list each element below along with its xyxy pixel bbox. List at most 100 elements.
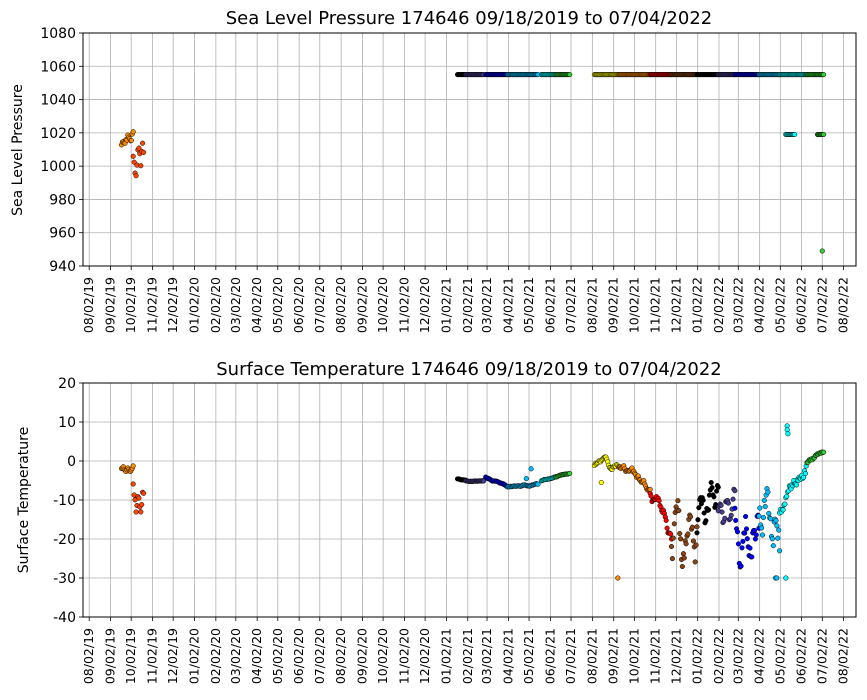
data-point (141, 149, 147, 155)
data-point (780, 507, 786, 513)
data-point (694, 530, 700, 536)
data-point (743, 513, 749, 520)
data-point (744, 536, 750, 542)
series-segment (591, 454, 622, 472)
data-point (793, 482, 800, 488)
data-point (725, 500, 731, 506)
data-point (751, 527, 758, 534)
data-point (738, 563, 744, 569)
x-tick-label: 10/02/20 (375, 277, 390, 333)
data-point (689, 524, 695, 530)
data-point (685, 531, 691, 537)
data-point (821, 449, 827, 455)
series-segment (647, 72, 675, 78)
x-tick-label: 10/02/20 (375, 628, 390, 684)
y-tick-label: -40 (53, 610, 76, 626)
data-point (664, 525, 670, 531)
x-tick-label: 03/02/20 (228, 277, 243, 333)
x-tick-label: 06/02/21 (542, 277, 557, 333)
data-point (770, 543, 776, 549)
series-segment (130, 140, 147, 179)
data-point (669, 556, 675, 562)
series-segment (616, 463, 653, 493)
data-point (130, 481, 136, 487)
data-point (140, 140, 146, 146)
data-point (735, 541, 741, 547)
data-point (693, 542, 699, 548)
data-point (761, 497, 767, 503)
chart-2-grid (83, 382, 856, 618)
series-segment (591, 72, 622, 78)
data-point (130, 129, 136, 135)
data-point (692, 559, 698, 565)
x-tick-label: 06/02/20 (291, 277, 306, 333)
data-point (732, 488, 738, 494)
data-point (706, 507, 712, 513)
data-point (481, 478, 487, 484)
chart-1-grid (83, 32, 856, 267)
x-tick-label: 05/02/21 (521, 277, 536, 333)
data-point (765, 489, 771, 495)
data-point (567, 72, 573, 78)
x-tick-label: 05/02/20 (270, 277, 285, 333)
data-point (743, 526, 750, 532)
data-point (678, 536, 684, 542)
x-tick-label: 06/02/22 (794, 628, 809, 684)
data-point (777, 548, 783, 554)
series-segment (804, 72, 827, 78)
data-point (776, 527, 782, 533)
data-point (528, 466, 534, 472)
data-point (730, 496, 736, 502)
y-tick-label: 1020 (40, 126, 76, 142)
x-tick-label: 01/02/21 (438, 277, 453, 333)
data-point (762, 503, 768, 510)
data-point (759, 532, 766, 538)
series-segment (463, 72, 487, 78)
series-segment (756, 486, 783, 554)
x-tick-label: 10/02/21 (626, 277, 641, 333)
x-tick-label: 06/02/22 (794, 277, 809, 333)
x-tick-label: 03/02/20 (228, 628, 243, 684)
y-tick-label: 1000 (40, 159, 76, 175)
data-point (821, 72, 827, 78)
chart-1-ylabel: Sea Level Pressure (10, 84, 26, 216)
x-tick-label: 07/02/21 (563, 628, 578, 684)
series-segment (505, 72, 541, 78)
x-tick-label: 08/02/20 (333, 628, 348, 684)
data-point (523, 476, 529, 482)
data-point (670, 535, 676, 541)
series-segment (814, 131, 827, 138)
y-tick-label: -30 (53, 571, 76, 587)
x-tick-label: 03/02/21 (479, 277, 494, 333)
data-point (782, 501, 788, 507)
data-point (821, 131, 827, 138)
x-tick-label: 04/02/22 (752, 277, 767, 333)
x-tick-label: 04/02/20 (249, 628, 264, 684)
x-tick-label: 08/02/22 (836, 277, 851, 333)
x-tick-label: 10/02/21 (626, 628, 641, 684)
x-tick-label: 02/02/21 (460, 628, 475, 684)
chart-1-yticks: 940 960 980 1000 1020 1040 1060 1080 (40, 26, 83, 275)
data-point (133, 509, 139, 515)
data-point (715, 484, 721, 490)
x-tick-label: 12/02/19 (165, 277, 180, 333)
series-segment (668, 498, 700, 570)
x-tick-label: 09/02/19 (103, 277, 118, 333)
data-point (766, 510, 772, 517)
data-point (819, 248, 825, 254)
data-point (136, 145, 142, 151)
chart-2-yticks: -40 -30 -20 -10 0 10 20 (53, 376, 83, 626)
data-point (728, 512, 734, 518)
y-tick-label: 1080 (40, 26, 76, 42)
x-tick-label: 09/02/20 (354, 277, 369, 333)
x-tick-label: 03/02/21 (479, 628, 494, 684)
data-point (757, 505, 763, 511)
data-point (677, 530, 683, 537)
data-point (668, 543, 675, 550)
data-point (700, 497, 706, 503)
series-segment (130, 481, 147, 515)
data-point (676, 508, 682, 514)
x-tick-label: 12/02/20 (417, 628, 432, 684)
data-point (694, 524, 700, 530)
